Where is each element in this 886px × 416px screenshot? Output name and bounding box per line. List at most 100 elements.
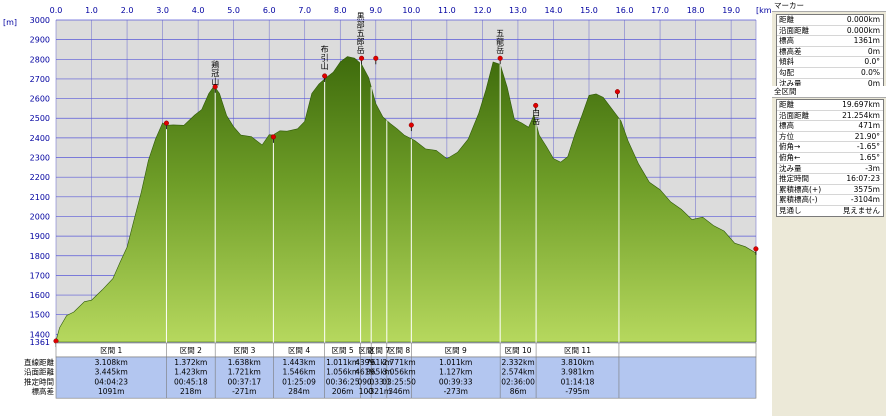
- marker-pin[interactable]: [408, 122, 414, 128]
- x-tick-label: 6.0: [263, 6, 276, 15]
- x-axis-unit: [km]: [756, 6, 772, 15]
- segment-header[interactable]: 区間 10: [505, 346, 532, 355]
- total-info-value: 見えません: [842, 205, 880, 215]
- marker-pin[interactable]: [753, 246, 759, 252]
- segment-cell: 00:36:25: [326, 377, 360, 386]
- y-tick-label: 1800: [30, 252, 50, 261]
- total-info-row: 見通し 見えません: [777, 206, 883, 216]
- segment-header[interactable]: 区間 3: [233, 346, 255, 355]
- total-info-row: 沿面距離 21.254km: [777, 111, 883, 122]
- total-info-key: 累積標高(+): [779, 184, 821, 194]
- peak-label: 布引山: [321, 44, 329, 71]
- segment-header[interactable]: 区間 7: [368, 346, 390, 355]
- terrain-area: [55, 56, 757, 343]
- segment-cell: 3.056km: [383, 368, 416, 377]
- marker-info-table: 距離 0.000km 沿面距離 0.000km 標高 1361m 標高差 0m 傾斜 0.0° 勾配…: [776, 14, 884, 90]
- marker-info-value: 0.000km: [846, 15, 880, 24]
- total-info-row: 方位 21.90°: [777, 132, 883, 143]
- x-tick-label: 14.0: [545, 6, 563, 15]
- marker-info-row: 沿面距離 0.000km: [777, 26, 883, 37]
- total-info-key: 見通し: [779, 205, 802, 215]
- segment-cell: 2.574km: [502, 368, 535, 377]
- marker-info-value: 0.000km: [846, 25, 880, 35]
- marker-pin[interactable]: [373, 55, 379, 61]
- segment-header[interactable]: 区間 8: [388, 346, 410, 355]
- x-tick-label: 4.0: [192, 6, 205, 15]
- marker-pin[interactable]: [614, 89, 620, 95]
- segment-cell: 1.721km: [228, 368, 261, 377]
- segment-cell: 00:37:17: [227, 377, 261, 386]
- x-tick-label: 17.0: [651, 6, 669, 15]
- segment-cell: 02:36:00: [501, 377, 535, 386]
- marker-pin[interactable]: [163, 120, 169, 126]
- total-info-value: 19.697km: [842, 100, 880, 109]
- segment-header[interactable]: 区間: [358, 346, 373, 355]
- segment-cell: 04:04:23: [94, 377, 128, 386]
- peak-label-char: 冠: [211, 69, 219, 78]
- table-row-label: 推定時間: [24, 376, 54, 386]
- total-info-row: 累積標高(+) 3575m: [777, 185, 883, 196]
- segment-header[interactable]: 区間 9: [445, 346, 467, 355]
- peak-label-char: 布: [321, 44, 329, 54]
- segment-cell: -321m: [367, 387, 391, 396]
- y-tick-label: 2100: [30, 193, 50, 202]
- total-info-row: 俯角→ -1.65°: [777, 142, 883, 153]
- total-info-key: 俯角←: [779, 152, 801, 162]
- segment-cell: 761km: [366, 358, 392, 367]
- peak-label-char: 岳: [532, 116, 540, 126]
- total-info-key: 累積標高(-): [779, 195, 818, 205]
- marker-pin[interactable]: [359, 55, 365, 61]
- segment-cell: -795m: [565, 387, 589, 396]
- peak-label-char: 黒: [357, 12, 365, 21]
- y-tick-label: 1400: [30, 330, 50, 339]
- total-info-value: 471m: [858, 121, 880, 131]
- marker-info-key: 沈み量: [779, 78, 802, 88]
- marker-pin[interactable]: [270, 134, 276, 140]
- marker-pin[interactable]: [322, 73, 328, 79]
- marker-info-value: 0.0%: [860, 67, 880, 77]
- segment-cell: 2.332km: [502, 358, 535, 367]
- segment-cell: 1.372km: [174, 358, 207, 367]
- segment-cell: 100: [359, 387, 374, 396]
- marker-pin[interactable]: [212, 84, 218, 90]
- segment-header[interactable]: 区間 5: [332, 346, 354, 355]
- segment-header[interactable]: 区間 2: [180, 346, 202, 355]
- segment-header[interactable]: 区間 4: [288, 346, 310, 355]
- total-info-value: -1.65°: [856, 142, 880, 152]
- segment-cell: 0:33:1: [367, 377, 391, 386]
- segment-cell: 03:25:50: [382, 377, 416, 386]
- segment-header[interactable]: 区間 11: [564, 346, 591, 355]
- total-info-value: 21.90°: [854, 131, 880, 141]
- total-info-value: 1.65°: [859, 152, 880, 162]
- total-info-row: 累積標高(-) -3104m: [777, 195, 883, 206]
- segment-cell: 1.127km: [439, 368, 472, 377]
- y-axis-unit: [m]: [3, 18, 17, 27]
- y-tick-label: 2700: [30, 75, 50, 84]
- x-tick-label: 0.0: [50, 6, 63, 15]
- segment-cell: 01:25:09: [282, 377, 316, 386]
- table-row-label: 標高差: [32, 386, 55, 396]
- marker-info-value: 0m: [867, 46, 880, 56]
- total-info-key: 俯角→: [779, 142, 801, 152]
- peak-label-char: 五: [357, 29, 365, 38]
- y-tick-label: 3000: [30, 16, 50, 25]
- total-info-value: -3m: [865, 163, 880, 173]
- total-info-value: 3575m: [853, 184, 880, 194]
- segment-header[interactable]: 区間 1: [100, 346, 122, 355]
- total-panel-title: 全区間: [772, 86, 886, 98]
- marker-info-key: 傾斜: [779, 57, 794, 67]
- total-info-row: 距離 19.697km: [777, 100, 883, 111]
- marker-pin[interactable]: [533, 102, 539, 108]
- peak-label-char: 岳: [357, 45, 365, 55]
- table-body-band: [55, 356, 757, 399]
- segment-cell: 1091m: [98, 387, 124, 396]
- peak-label-char: 山: [321, 61, 329, 71]
- total-info-key: 推定時間: [779, 174, 809, 184]
- marker-pin[interactable]: [497, 55, 503, 61]
- x-tick-label: 5.0: [227, 6, 240, 15]
- marker-pin[interactable]: [53, 338, 59, 344]
- total-info-key: 距離: [779, 100, 794, 109]
- segment-cell: 09:0: [357, 377, 374, 386]
